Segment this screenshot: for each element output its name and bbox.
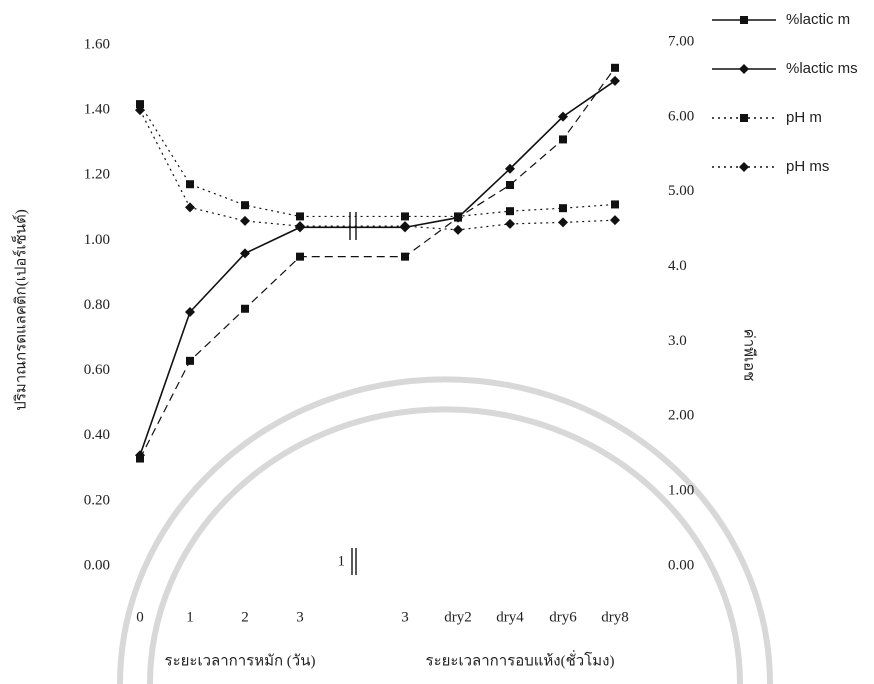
x-tick-label: dry6 xyxy=(549,609,577,625)
x-axis-title: ระยะเวลาการอบแห้ง(ชั่วโมง) xyxy=(426,649,615,669)
break-label: 1 xyxy=(338,553,346,569)
legend-marker xyxy=(739,64,749,74)
legend-marker xyxy=(740,114,748,122)
data-point xyxy=(506,181,514,189)
data-point xyxy=(185,202,195,212)
y-tick-label: 0.80 xyxy=(84,297,110,313)
series-line xyxy=(140,68,615,459)
y-tick-label: 0.20 xyxy=(84,492,110,508)
x-tick-label: 2 xyxy=(241,609,249,625)
y-tick-label: 0.40 xyxy=(84,427,110,443)
y2-tick-label: 0.00 xyxy=(668,557,694,573)
data-point xyxy=(506,207,514,215)
data-point xyxy=(611,200,619,208)
data-point xyxy=(241,305,249,313)
legend-label: pH ms xyxy=(786,158,829,175)
data-point xyxy=(296,253,304,261)
y2-tick-label: 7.00 xyxy=(668,33,694,49)
watermark xyxy=(120,379,770,684)
x-tick-label: dry2 xyxy=(444,609,472,625)
data-point xyxy=(610,76,620,86)
y-tick-label: 1.20 xyxy=(84,167,110,183)
data-point xyxy=(611,64,619,72)
x-axis-title: ระยะเวลาการหมัก (วัน) xyxy=(165,653,316,669)
chart: ปริมาณกรดแลคติก(เปอร์เซ็นต์) ค่าพีเอช ระ… xyxy=(0,0,874,684)
y-tick-label: 1.00 xyxy=(84,232,110,248)
y2-tick-label: 1.00 xyxy=(668,483,694,499)
data-point xyxy=(559,135,567,143)
y-axis-title: ปริมาณกรดแลคติก(เปอร์เซ็นต์) xyxy=(10,209,29,410)
x-tick-label: 1 xyxy=(186,609,194,625)
y2-tick-label: 2.00 xyxy=(668,408,694,424)
data-point xyxy=(186,357,194,365)
y2-tick-label: 6.00 xyxy=(668,108,694,124)
y2-tick-label: 5.00 xyxy=(668,183,694,199)
data-point xyxy=(401,253,409,261)
y-tick-label: 1.60 xyxy=(84,36,110,52)
y2-tick-label: 3.0 xyxy=(668,333,687,349)
data-point xyxy=(454,212,462,220)
y2-tick-label: 4.0 xyxy=(668,258,687,274)
data-point xyxy=(296,212,304,220)
legend-label: %lactic ms xyxy=(786,60,858,77)
y-tick-label: 1.40 xyxy=(84,102,110,118)
data-point xyxy=(505,219,515,229)
y-tick-label: 0.00 xyxy=(84,557,110,573)
x-tick-label: 3 xyxy=(296,609,304,625)
y-tick-label: 0.60 xyxy=(84,362,110,378)
data-point xyxy=(558,217,568,227)
legend-label: pH m xyxy=(786,109,822,126)
series-line xyxy=(140,81,615,455)
legend-label: %lactic m xyxy=(786,11,850,28)
series-line xyxy=(140,110,615,230)
x-tick-label: 3 xyxy=(401,609,409,625)
data-point xyxy=(453,225,463,235)
x-tick-label: dry8 xyxy=(601,609,629,625)
legend-marker xyxy=(740,16,748,24)
data-point xyxy=(559,204,567,212)
legend-marker xyxy=(739,162,749,172)
data-point xyxy=(401,212,409,220)
data-point xyxy=(610,215,620,225)
series-line xyxy=(140,104,615,216)
x-tick-label: 0 xyxy=(136,609,144,625)
x-tick-label: dry4 xyxy=(496,609,524,625)
data-point xyxy=(241,201,249,209)
data-point xyxy=(400,221,410,231)
y2-axis-title: ค่าพีเอช xyxy=(741,329,758,382)
data-point xyxy=(186,180,194,188)
data-point xyxy=(240,216,250,226)
